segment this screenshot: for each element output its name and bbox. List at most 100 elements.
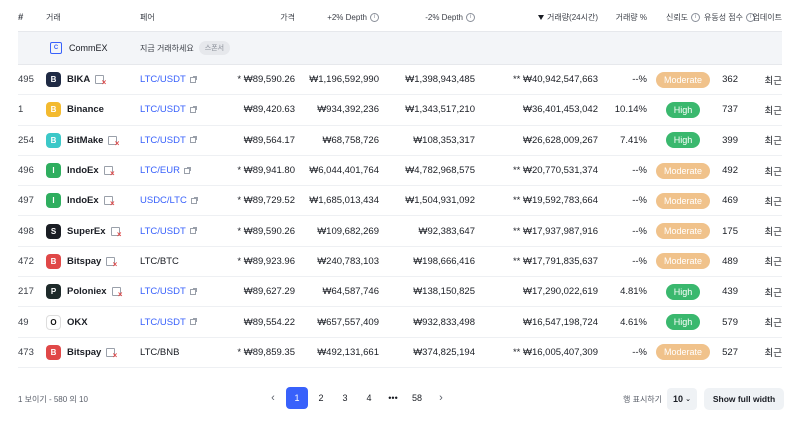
header-rank[interactable]: # (18, 12, 24, 23)
pair-link[interactable]: LTC/USDT (140, 225, 186, 237)
pair-cell[interactable]: LTC/USDT (140, 216, 210, 245)
pair-link[interactable]: LTC/EUR (140, 165, 180, 177)
info-icon[interactable]: i (691, 13, 701, 22)
warning-icon[interactable] (110, 226, 122, 239)
header-updated[interactable]: 업데이트 (752, 13, 782, 22)
external-link-icon[interactable] (189, 105, 197, 113)
pair-link[interactable]: LTC/USDT (140, 316, 186, 328)
exchange-cell[interactable]: B Bitspay (46, 338, 141, 367)
external-link-icon[interactable] (189, 318, 197, 326)
header-volume[interactable]: 거래량(24시간) (475, 4, 598, 31)
table-row[interactable]: 1 B Binance LTC/USDT ₩89,420.63 ₩934,392,236 ₩… (18, 95, 782, 126)
rows-per-page-select[interactable]: 10 ⌄ (667, 388, 697, 410)
next-page-button[interactable]: › (439, 392, 443, 404)
warning-icon[interactable] (108, 135, 119, 148)
exchange-name[interactable]: Poloniex (67, 286, 107, 298)
table-row[interactable]: 49 O OKX LTC/USDT ₩89,554.22 ₩657,557,409 ₩932… (18, 307, 782, 338)
header-liquidity[interactable]: 유동성 점수 i (702, 4, 755, 31)
table-row[interactable]: 495 B BIKA LTC/USDT * ₩89,590.26 ₩1,196,592,9… (18, 65, 782, 96)
info-icon[interactable]: i (370, 13, 379, 22)
exchange-name[interactable]: Bitspay (67, 255, 102, 267)
exchange-name[interactable]: IndoEx (67, 165, 99, 177)
pair-cell[interactable]: LTC/USDT (140, 126, 210, 155)
exchange-name[interactable]: BitMake (67, 134, 104, 146)
external-link-icon[interactable] (189, 75, 197, 83)
pair-cell[interactable]: USDC/LTC (140, 186, 210, 215)
pair-cell[interactable]: LTC/EUR (140, 156, 210, 185)
pair-link[interactable]: LTC/USDT (140, 104, 186, 116)
binance-logo-icon: B (46, 102, 61, 118)
page-button[interactable]: 58 (411, 393, 422, 403)
exchange-name[interactable]: IndoEx (67, 195, 99, 207)
indoex-logo-icon: I (46, 193, 61, 209)
table-row[interactable]: 254 B BitMake LTC/USDT ₩89,564.17 ₩68,758,726… (18, 126, 782, 156)
info-icon[interactable]: i (466, 13, 475, 22)
exchange-name[interactable]: OKX (67, 316, 88, 328)
table-header: # 거래 페어 가격 +2% Depth i -2% Depth i 거래량(24시… (18, 4, 782, 32)
warning-icon[interactable] (111, 287, 123, 299)
external-link-icon[interactable] (189, 227, 197, 235)
warning-icon[interactable] (103, 166, 115, 178)
page-button[interactable]: 1 (286, 387, 308, 409)
pair-link[interactable]: LTC/USDT (140, 134, 186, 146)
exchange-cell[interactable]: I IndoEx (46, 186, 141, 215)
pair-link[interactable]: LTC/USDT (140, 74, 186, 86)
pair-cell[interactable]: LTC/USDT (140, 65, 210, 94)
warning-icon[interactable] (106, 256, 117, 269)
warning-icon[interactable] (95, 75, 106, 87)
pair-link[interactable]: LTC/USDT (140, 286, 186, 298)
sponsor-exchange[interactable]: C CommEX (50, 32, 108, 64)
page-button[interactable]: 2 (318, 393, 324, 403)
trust-cell: High (647, 126, 719, 155)
external-link-icon[interactable] (183, 166, 191, 174)
table-row[interactable]: 497 I IndoEx USDC/LTC * ₩89,729.52 ₩1,685,013… (18, 186, 782, 217)
pair-cell[interactable]: LTC/USDT (140, 277, 210, 306)
table-row[interactable]: 217 P Poloniex LTC/USDT ₩89,627.29 ₩64,587,74… (18, 277, 782, 308)
pair-cell[interactable]: LTC/USDT (140, 307, 210, 336)
external-link-icon[interactable] (190, 196, 198, 204)
header-plus-depth[interactable]: +2% Depth i (295, 4, 379, 31)
sponsor-name: CommEX (69, 43, 108, 53)
trust-cell: Moderate (647, 65, 719, 94)
info-icon[interactable]: i (746, 13, 755, 22)
table-row[interactable]: 473 B Bitspay LTC/BNB * ₩89,859.35 ₩492,131,6… (18, 338, 782, 368)
exchange-cell[interactable]: S SuperEx (46, 216, 141, 245)
exchange-cell[interactable]: P Poloniex (46, 277, 141, 306)
exchange-cell[interactable]: B BIKA (46, 65, 141, 94)
external-link-icon[interactable] (189, 287, 197, 295)
pair-cell[interactable]: LTC/USDT (140, 95, 210, 124)
header-trust[interactable]: 신뢰도 i (647, 4, 719, 31)
sponsor-cta-group[interactable]: 지금 거래하세요 스폰서 (140, 32, 231, 64)
warning-icon[interactable] (106, 347, 117, 360)
external-link-icon[interactable] (189, 136, 197, 144)
header-volume-pct[interactable]: 거래량 % (615, 13, 647, 22)
warning-icon[interactable] (103, 196, 115, 208)
exchange-name[interactable]: Binance (67, 104, 104, 116)
exchange-cell[interactable]: B Binance (46, 95, 141, 124)
chevron-down-icon: ⌄ (685, 396, 691, 403)
exchange-name[interactable]: SuperEx (67, 225, 106, 237)
trust-cell: Moderate (647, 338, 719, 367)
header-price[interactable]: 가격 (280, 13, 295, 22)
header-exchange[interactable]: 거래 (46, 13, 61, 22)
table-row[interactable]: 472 B Bitspay LTC/BTC * ₩89,923.96 ₩240,783,1… (18, 247, 782, 278)
exchange-cell[interactable]: I IndoEx (46, 156, 141, 185)
exchange-name[interactable]: Bitspay (67, 346, 102, 358)
trust-badge: Moderate (655, 162, 711, 179)
sponsor-row[interactable]: C CommEX 지금 거래하세요 스폰서 (18, 32, 782, 65)
sponsor-cta[interactable]: 지금 거래하세요 (140, 43, 194, 53)
table-row[interactable]: 496 I IndoEx LTC/EUR * ₩89,941.80 ₩6,044,401,… (18, 156, 782, 187)
header-minus-depth[interactable]: -2% Depth i (379, 4, 475, 31)
exchange-cell[interactable]: B Bitspay (46, 247, 141, 276)
exchange-cell[interactable]: O OKX (46, 307, 141, 336)
table-row[interactable]: 498 S SuperEx LTC/USDT * ₩89,590.26 ₩109,682,… (18, 216, 782, 247)
pair-link[interactable]: USDC/LTC (140, 195, 187, 207)
page-button[interactable]: 4 (366, 393, 372, 403)
plus-depth: ₩109,682,269 (317, 225, 379, 237)
exchange-name[interactable]: BIKA (67, 74, 91, 86)
page-button[interactable]: 3 (342, 393, 348, 403)
show-full-width-button[interactable]: Show full width (704, 388, 784, 410)
header-pair[interactable]: 페어 (140, 13, 155, 22)
prev-page-button[interactable]: ‹ (271, 392, 275, 404)
exchange-cell[interactable]: B BitMake (46, 126, 141, 155)
